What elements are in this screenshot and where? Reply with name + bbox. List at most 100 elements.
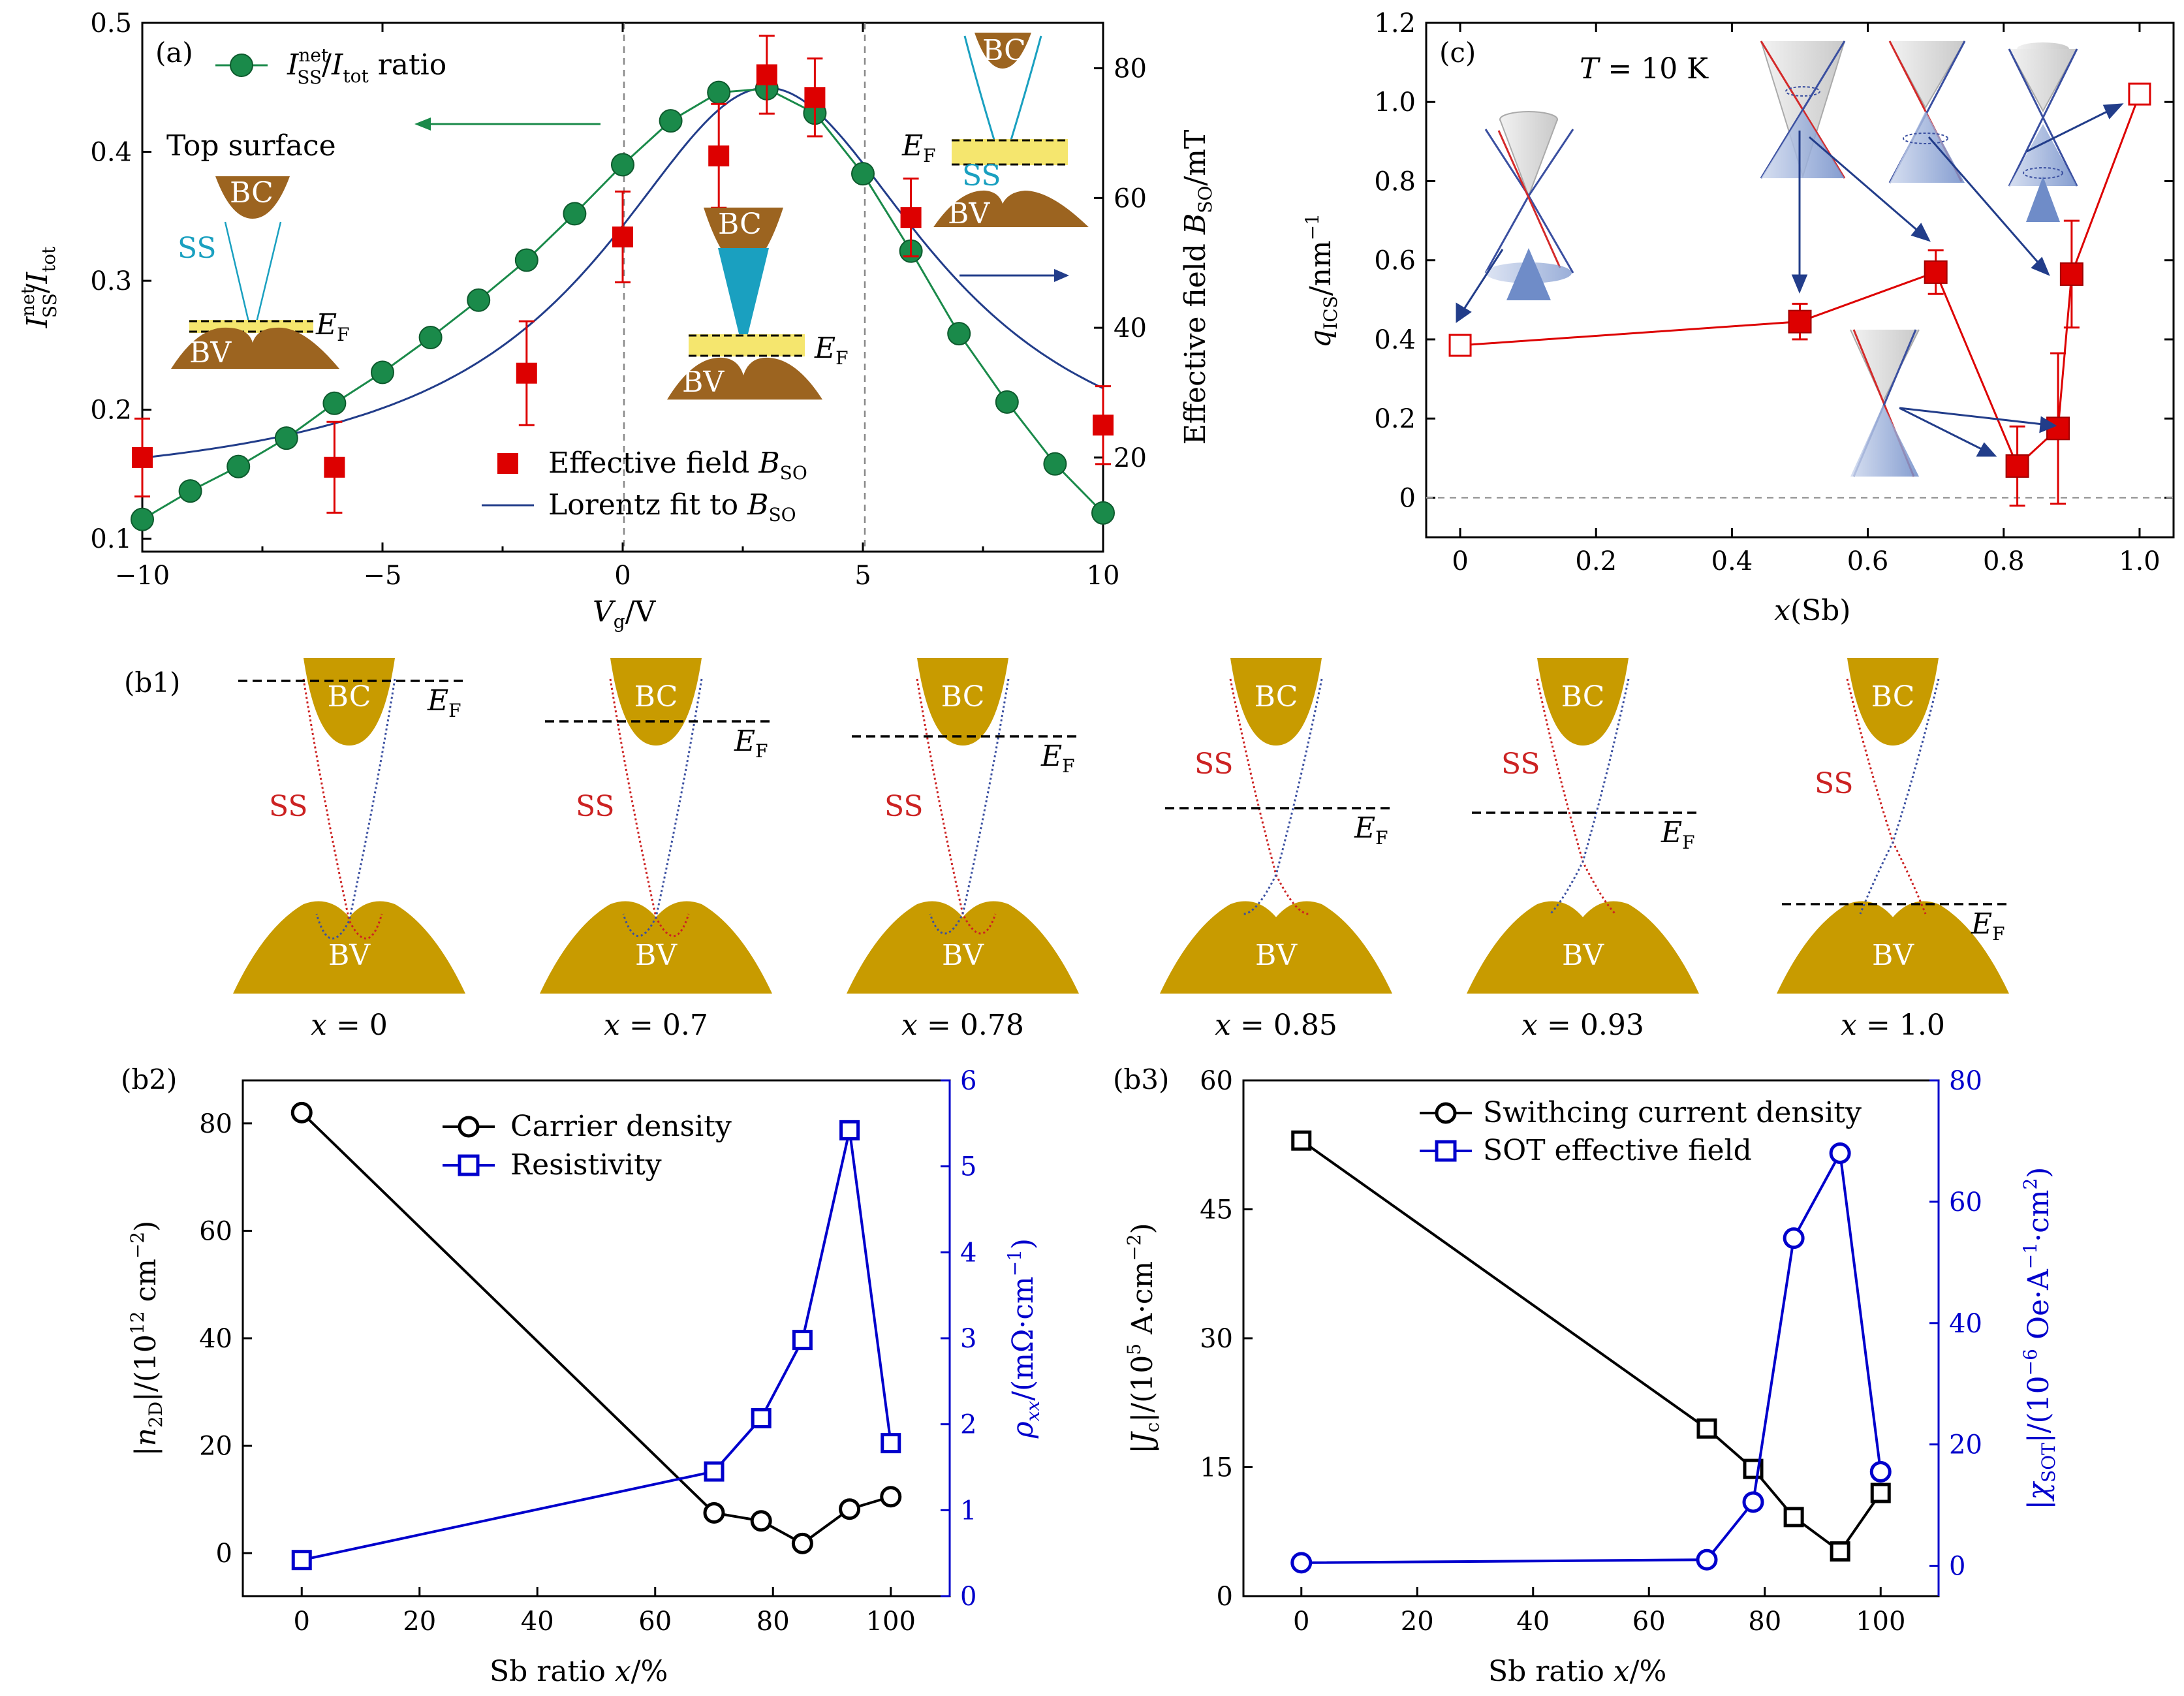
- b3-xtick-label: 0: [1293, 1607, 1309, 1637]
- b3-point-circle: [1869, 1460, 1892, 1483]
- bv-band: [1160, 901, 1392, 994]
- b2-point-circle: [290, 1101, 313, 1123]
- panel-b2-label: (b2): [121, 1063, 177, 1095]
- panel-b3-label: (b3): [1113, 1063, 1169, 1095]
- b3-ytick-label: 15: [1200, 1453, 1233, 1483]
- ef-label: EF: [1661, 816, 1695, 853]
- bv-band: [233, 901, 465, 994]
- a-ytick-label: 0.5: [90, 8, 132, 39]
- bv-band: [540, 901, 772, 994]
- svg-text:EF: EF: [814, 332, 849, 369]
- ss-red-line: [1536, 678, 1617, 915]
- a-xlabel: Vg/V: [593, 595, 657, 633]
- bso-point: [132, 447, 153, 468]
- c-ytick-label: 0.4: [1374, 325, 1416, 355]
- b2-xtick-label: 20: [403, 1607, 436, 1637]
- ratio-point: [1091, 501, 1115, 525]
- ss-label: SS: [1501, 747, 1540, 781]
- b2-xtick-label: 60: [638, 1607, 672, 1637]
- composition-label: x = 0.85: [1215, 1009, 1337, 1042]
- ss-label: SS: [1815, 767, 1854, 800]
- b2-ytick-label: 40: [199, 1324, 232, 1354]
- ef-label: EF: [1040, 740, 1075, 777]
- b3-ytick-label: 45: [1200, 1195, 1233, 1225]
- bso-point: [612, 226, 633, 247]
- band-inset-left: BC SS BV EF: [171, 176, 350, 369]
- ratio-point: [514, 248, 538, 272]
- b3-point-circle: [1742, 1491, 1764, 1513]
- ef-label: EF: [427, 684, 461, 721]
- band-diagram-4: BC BV SS EF x = 0.93: [1467, 658, 1699, 1042]
- c-xtick-label: 1.0: [2119, 546, 2161, 576]
- band-inset-center: BC BV EF: [667, 208, 849, 400]
- c-ytick-label: 1.0: [1374, 87, 1416, 118]
- bso-point: [900, 207, 922, 228]
- ss-label: SS: [269, 790, 308, 823]
- bso-point: [804, 87, 826, 108]
- c-ytick-label: 0.6: [1374, 246, 1416, 276]
- c-xlabel: x(Sb): [1774, 594, 1850, 627]
- b2-point-square: [792, 1330, 813, 1351]
- b2-point-circle: [880, 1486, 902, 1508]
- b2-y2tick-label: 0: [960, 1582, 976, 1612]
- c-xtick-label: 0.8: [1983, 546, 2025, 576]
- ef-label: EF: [734, 725, 768, 762]
- svg-text:SS: SS: [962, 159, 1001, 193]
- svg-text:Resistivity: Resistivity: [510, 1148, 662, 1182]
- ratio-point: [371, 360, 394, 385]
- b2-xtick-label: 0: [294, 1607, 310, 1637]
- b3-y2tick-label: 0: [1949, 1552, 1965, 1582]
- b2-xtick-label: 40: [521, 1607, 554, 1637]
- ss-blue-line: [1243, 678, 1323, 915]
- ss-blue-line: [1549, 678, 1630, 915]
- c-xtick-label: 0.6: [1847, 546, 1889, 576]
- qics-point-open: [2128, 82, 2151, 106]
- b3-point-square: [1783, 1507, 1804, 1528]
- a-xtick-label: −5: [364, 561, 402, 591]
- b2-ytick-label: 20: [199, 1432, 232, 1462]
- ratio-point: [947, 322, 971, 346]
- b3-xtick-label: 20: [1401, 1607, 1434, 1637]
- b3-y2tick-label: 80: [1949, 1066, 1982, 1096]
- b2-point-circle: [750, 1510, 772, 1532]
- bc-band: [1230, 658, 1322, 746]
- a-y2tick-label: 20: [1114, 443, 1147, 473]
- dirac-cone-inset-5: [1850, 329, 1920, 477]
- svg-text:BV: BV: [948, 197, 990, 230]
- b2-y2tick-label: 3: [960, 1324, 976, 1354]
- c-arrows: [1456, 103, 2124, 457]
- legend-a-fit: Lorentz fit to BSO: [482, 488, 796, 526]
- ss-blue-line: [929, 678, 1010, 935]
- b2-point-square: [291, 1550, 312, 1571]
- panel-b1: (b1) BC BV SS EF x = 0 BC BV SS EF x = 0.7 BC BV SS E…: [124, 658, 2009, 1042]
- b3-xtick-label: 60: [1632, 1607, 1666, 1637]
- c-ytick-label: 0.8: [1374, 166, 1416, 196]
- b2-point-square: [881, 1433, 901, 1454]
- b2-point-square: [751, 1407, 772, 1428]
- arrow-right-axis: [959, 269, 1069, 282]
- band-diagram-0: BC BV SS EF x = 0: [233, 658, 465, 1042]
- legend-b3-current: Swithcing current density: [1420, 1096, 1862, 1129]
- ss-label: SS: [576, 790, 615, 823]
- a-y2label: Effective field BSO/mT: [1179, 130, 1216, 445]
- bv-label: BV: [1562, 939, 1604, 972]
- a-y2tick-label: 80: [1114, 54, 1147, 84]
- ss-label: SS: [884, 790, 924, 823]
- ratio-point: [131, 507, 154, 531]
- qics-point-open: [1448, 334, 1472, 357]
- b2-xlabel: Sb ratio x/%: [490, 1655, 668, 1688]
- b3-ytick-label: 0: [1217, 1582, 1233, 1612]
- ss-label: SS: [1194, 747, 1234, 781]
- b3-point-square: [1830, 1541, 1850, 1562]
- ratio-point: [274, 426, 298, 450]
- bv-label: BV: [1872, 939, 1914, 972]
- b3-point-square: [1291, 1130, 1312, 1151]
- ss-red-line: [302, 678, 383, 940]
- top-surface-label: Top surface: [166, 129, 336, 163]
- b3-point-circle: [1696, 1548, 1718, 1571]
- a-ylabel: InetSS/Itot: [17, 246, 61, 328]
- bv-label: BV: [942, 939, 984, 972]
- bc-label: BC: [1255, 680, 1298, 714]
- b3-point-circle: [1783, 1227, 1805, 1249]
- b2-xtick-label: 100: [866, 1607, 916, 1637]
